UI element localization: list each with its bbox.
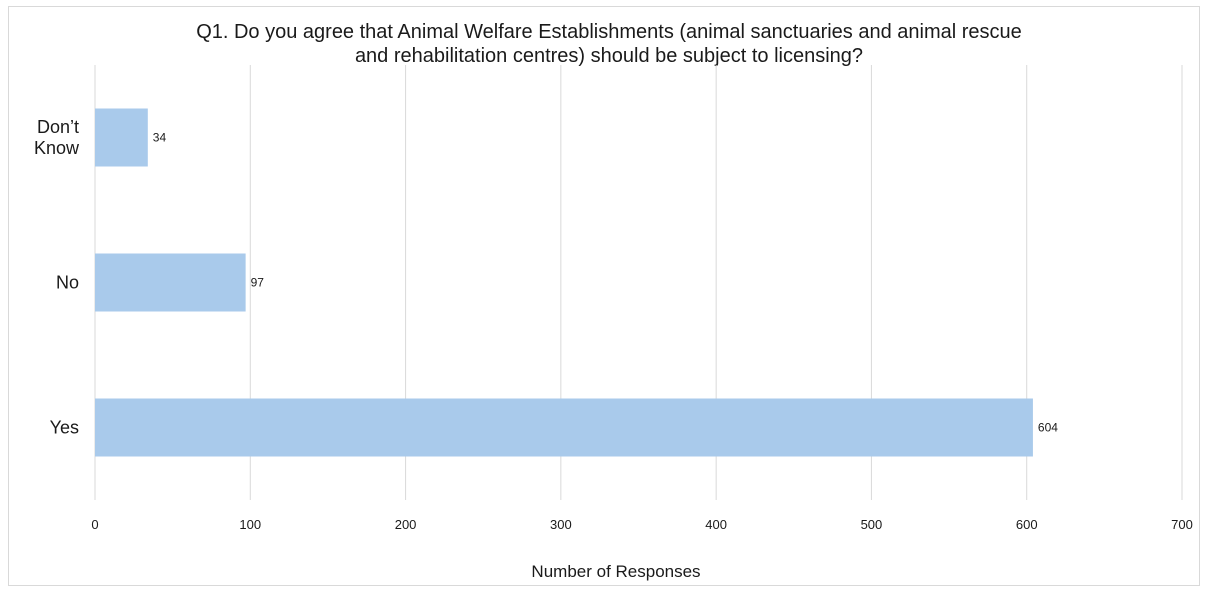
x-axis-title: Number of Responses <box>531 562 700 581</box>
x-tick-label: 200 <box>395 517 417 532</box>
bars: 34 97 604 <box>95 108 1058 457</box>
x-tick-label: 400 <box>705 517 727 532</box>
bar <box>95 398 1033 457</box>
chart-title-line-1: Q1. Do you agree that Animal Welfare Est… <box>196 21 1022 43</box>
y-tick-label-line: Don’t <box>37 117 79 137</box>
y-tick-label: Yes <box>50 418 79 438</box>
x-tick-label: 300 <box>550 517 572 532</box>
x-tick-labels: 0 100 200 300 400 500 600 700 <box>91 517 1192 532</box>
y-tick-label: No <box>56 273 79 293</box>
data-label: 34 <box>153 131 167 145</box>
data-label: 97 <box>251 276 265 290</box>
bar <box>95 108 148 167</box>
y-tick-label-line: No <box>56 273 79 293</box>
y-tick-labels: Don’t Know No Yes <box>34 117 80 438</box>
y-tick-label: Don’t Know <box>34 117 80 158</box>
y-tick-label-line: Yes <box>50 418 79 438</box>
x-tick-label: 700 <box>1171 517 1193 532</box>
bar <box>95 253 246 312</box>
x-tick-label: 0 <box>91 517 98 532</box>
chart-title: Q1. Do you agree that Animal Welfare Est… <box>100 20 1118 68</box>
chart-title-line-2: and rehabilitation centres) should be su… <box>354 45 864 67</box>
x-tick-label: 100 <box>239 517 261 532</box>
y-tick-label-line: Know <box>34 138 80 158</box>
data-label: 604 <box>1038 421 1058 435</box>
x-tick-label: 500 <box>861 517 883 532</box>
x-tick-label: 600 <box>1016 517 1038 532</box>
